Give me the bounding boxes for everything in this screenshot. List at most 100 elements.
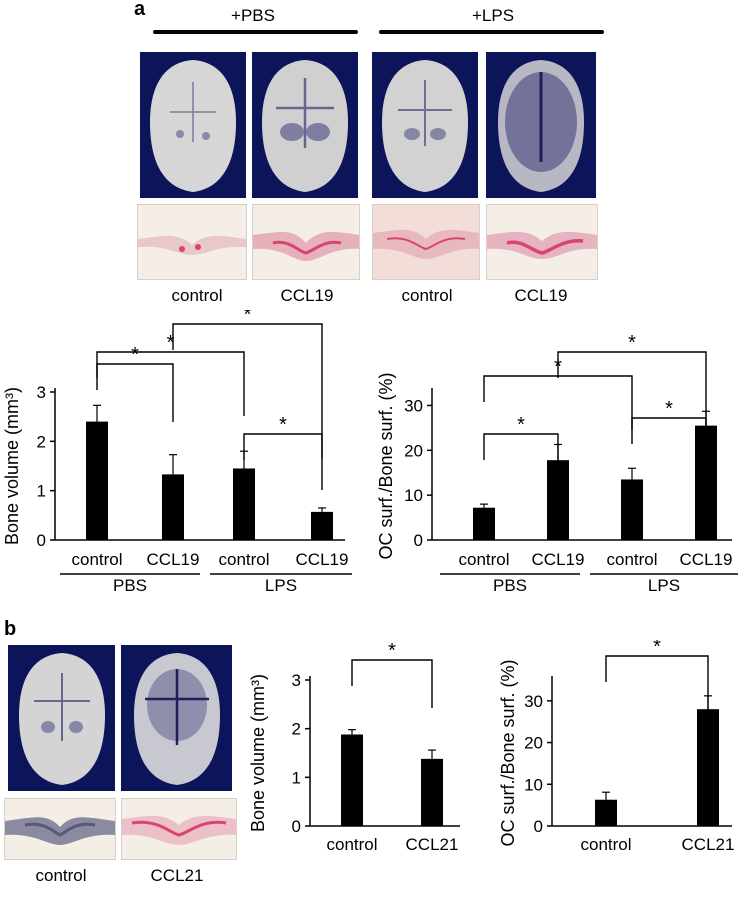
y-tick-label: 30 xyxy=(524,692,543,711)
y-tick-label: 0 xyxy=(534,817,543,836)
bar xyxy=(547,460,569,540)
panel-b-label: b xyxy=(4,618,17,640)
x-tick-label: CCL21 xyxy=(682,835,735,854)
x-tick-label: control xyxy=(606,550,657,569)
bar xyxy=(311,511,333,540)
significance-marker: * xyxy=(167,332,175,354)
significance-marker: * xyxy=(279,414,287,436)
significance-marker: * xyxy=(388,640,396,662)
microct-image-lps-ccl19 xyxy=(486,52,596,198)
y-tick-label: 3 xyxy=(37,383,46,402)
y-tick-label: 0 xyxy=(292,817,301,836)
significance-marker: * xyxy=(665,398,673,420)
microct-image-lps-control xyxy=(372,52,478,198)
significance-bracket xyxy=(631,417,707,446)
skull-image xyxy=(150,60,236,192)
y-tick-label: 1 xyxy=(37,482,46,501)
significance-marker: * xyxy=(517,414,525,436)
group-title-pbs: +PBS xyxy=(231,6,275,25)
y-axis-label: Bone volume (mm³) xyxy=(2,387,22,545)
significance-bracket xyxy=(483,375,633,430)
histology-section xyxy=(373,229,479,259)
x-tick-label: control xyxy=(326,835,377,854)
bar xyxy=(621,479,643,540)
significance-marker: * xyxy=(628,332,636,354)
microct-image-pbs-ccl19 xyxy=(252,52,358,198)
y-tick-label: 20 xyxy=(524,734,543,753)
group-bar-pbs xyxy=(153,30,358,34)
y-tick-label: 2 xyxy=(292,720,301,739)
image-label: control xyxy=(171,286,223,305)
histology-section xyxy=(487,231,597,259)
skull-image xyxy=(382,60,468,192)
microct-image-b-ccl21 xyxy=(121,645,232,791)
y-tick-label: 1 xyxy=(292,768,301,787)
significance-bracket xyxy=(96,351,245,416)
skull-image xyxy=(498,60,584,192)
image-label: control xyxy=(401,286,453,305)
group-label: PBS xyxy=(113,576,147,595)
bar xyxy=(233,468,255,540)
histology-section xyxy=(122,815,236,845)
histology-image-pbs-control xyxy=(137,204,247,280)
histology-section xyxy=(5,817,115,845)
y-tick-label: 20 xyxy=(404,441,423,460)
bar-chart-bone-volume-a: 0 1 2 3 Bone volume (mm³) control CCL19 control… xyxy=(2,310,352,595)
significance-bracket xyxy=(243,433,323,460)
x-tick-label: control xyxy=(580,835,631,854)
histology-image-lps-control xyxy=(372,204,480,280)
y-tick-label: 10 xyxy=(404,486,423,505)
group-label: LPS xyxy=(648,576,680,595)
y-tick-label: 0 xyxy=(414,531,423,550)
skull-image xyxy=(134,653,220,785)
group-title-lps: +LPS xyxy=(471,6,515,25)
histology-image-b-control xyxy=(4,798,116,860)
image-label: CCL19 xyxy=(280,286,334,305)
x-tick-label: CCL19 xyxy=(532,550,585,569)
image-label: CCL21 xyxy=(150,866,204,885)
skull-image xyxy=(262,60,348,192)
skull-image xyxy=(19,653,105,785)
x-tick-label: control xyxy=(218,550,269,569)
bar xyxy=(595,799,617,826)
x-tick-label: control xyxy=(458,550,509,569)
y-tick-label: 3 xyxy=(292,671,301,690)
y-axis-label: Bone volume (mm³) xyxy=(248,674,268,832)
histology-section xyxy=(253,232,359,261)
bar xyxy=(421,758,443,826)
y-axis-label: OC surf./Bone surf. (%) xyxy=(498,659,518,846)
x-tick-label: CCL19 xyxy=(680,550,733,569)
group-label: LPS xyxy=(265,576,297,595)
bar-chart-bone-volume-b: 0 1 2 3 Bone volume (mm³) control CCL21 * xyxy=(248,640,460,854)
bar xyxy=(473,507,495,540)
significance-bracket xyxy=(605,655,709,816)
significance-bracket xyxy=(172,323,323,490)
significance-bracket xyxy=(483,433,559,482)
x-tick-label: control xyxy=(71,550,122,569)
histology-image-b-ccl21 xyxy=(121,798,237,860)
bar xyxy=(695,425,717,540)
y-tick-label: 2 xyxy=(37,432,46,451)
group-bar-lps xyxy=(379,30,604,34)
group-label: PBS xyxy=(493,576,527,595)
microct-image-pbs-control xyxy=(140,52,246,198)
image-label: CCL19 xyxy=(514,286,568,305)
bar-chart-oc-surface-b: 0 10 20 30 OC surf./Bone surf. (%) control CCL… xyxy=(498,640,735,854)
significance-bracket xyxy=(557,351,707,430)
microct-image-b-control xyxy=(8,645,115,791)
bar-chart-oc-surface-a: 0 10 20 30 OC surf./Bone surf. (%) control CCL… xyxy=(376,332,738,595)
bar xyxy=(86,421,108,540)
significance-bracket xyxy=(351,659,433,708)
significance-marker: * xyxy=(653,640,661,658)
x-tick-label: CCL19 xyxy=(296,550,349,569)
significance-marker: * xyxy=(244,310,252,326)
y-axis-label: OC surf./Bone surf. (%) xyxy=(376,372,396,559)
histology-image-lps-ccl19 xyxy=(486,204,598,280)
bar xyxy=(162,474,184,540)
y-tick-label: 30 xyxy=(404,396,423,415)
y-tick-label: 0 xyxy=(37,531,46,550)
y-tick-label: 10 xyxy=(524,775,543,794)
image-label: control xyxy=(35,866,87,885)
significance-bracket xyxy=(96,363,174,422)
bar xyxy=(341,734,363,826)
